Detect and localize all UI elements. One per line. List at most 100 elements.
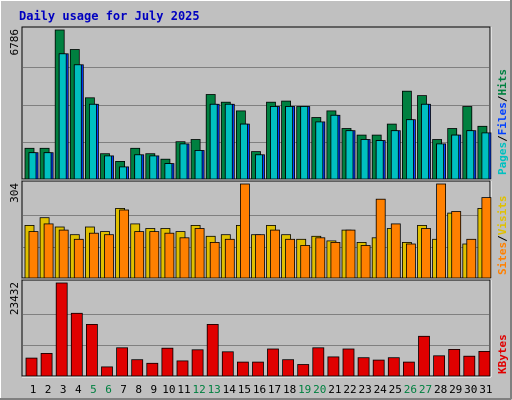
bar-kbytes-day-10 (161, 347, 174, 377)
bar-sites-day-8 (134, 231, 145, 279)
bar-kbytes-day-9 (146, 362, 159, 377)
bar-sites-day-30 (466, 238, 477, 279)
bar-sites-day-31 (481, 197, 492, 279)
bar-sites-day-10 (164, 232, 175, 279)
x-tick-label-day-15: 15 (238, 383, 251, 396)
x-tick-label-day-22: 22 (343, 383, 356, 396)
bar-sites-day-3 (58, 229, 69, 279)
x-tick-label-day-18: 18 (283, 383, 296, 396)
y-max-label: 304 (8, 183, 21, 203)
bar-pages-day-15 (239, 123, 248, 180)
bar-sites-day-25 (390, 223, 401, 279)
bar-kbytes-day-19 (297, 364, 310, 377)
x-tick-label-day-3: 3 (60, 383, 67, 396)
x-tick-label-day-21: 21 (328, 383, 341, 396)
bar-sites-day-14 (224, 238, 235, 279)
bar-kbytes-day-4 (70, 312, 83, 377)
bar-pages-day-10 (164, 163, 173, 180)
bar-pages-day-4 (73, 64, 82, 180)
bar-kbytes-day-27 (418, 335, 430, 377)
bar-kbytes-day-29 (448, 348, 461, 377)
bar-kbytes-day-31 (478, 350, 491, 377)
bar-pages-day-16 (255, 154, 263, 180)
bar-pages-day-29 (451, 134, 460, 180)
chart-panels: 6786 304 23432 (8, 26, 492, 378)
bar-sites-day-19 (300, 245, 311, 279)
x-tick-label-day-23: 23 (358, 383, 371, 396)
bar-sites-day-16 (255, 234, 265, 279)
bar-pages-day-21 (330, 114, 339, 180)
bar-pages-day-18 (285, 106, 294, 180)
bar-sites-day-28 (436, 183, 447, 279)
bar-kbytes-day-14 (221, 351, 234, 377)
bar-pages-day-8 (134, 154, 143, 180)
legend-part: KBytes (496, 334, 509, 374)
bar-kbytes-day-1 (25, 357, 38, 377)
legend-part: / (496, 95, 509, 102)
bar-sites-day-22 (345, 229, 356, 279)
bar-sites-day-7 (119, 209, 129, 279)
x-tick-label-day-11: 11 (177, 383, 190, 396)
legend-mid: Sites/Visits (496, 196, 509, 276)
legend-part: / (496, 135, 509, 142)
x-tick-label-day-1: 1 (30, 383, 37, 396)
bar-kbytes-day-7 (116, 347, 128, 377)
bar-pages-day-19 (300, 106, 309, 180)
panel-visits-sites: 304 (8, 180, 492, 280)
bar-pages-day-31 (481, 132, 490, 180)
legend-part: / (496, 235, 509, 242)
bar-pages-day-6 (104, 155, 112, 180)
bar-kbytes-day-2 (40, 352, 53, 377)
bar-sites-day-12 (194, 228, 205, 279)
x-tick-label-day-31: 31 (479, 383, 492, 396)
bar-sites-day-15 (239, 183, 250, 279)
bar-pages-day-17 (270, 106, 278, 180)
x-axis-labels: 1 2 3 4 5 6 7 8 9 10 11 12 13 14 15 16 17 18 19 20 21 22 23 24 2… (30, 383, 493, 396)
legend-part: Pages (496, 142, 509, 175)
bar-sites-day-29 (451, 211, 462, 279)
panel-frame (21, 279, 491, 377)
bar-pages-day-22 (345, 130, 354, 180)
bar-kbytes-day-3 (55, 282, 68, 377)
x-tick-label-day-17: 17 (268, 383, 281, 396)
legend-part: Visits (496, 196, 509, 236)
bar-kbytes-day-8 (131, 359, 144, 377)
x-tick-label-day-29: 29 (449, 383, 462, 396)
x-tick-label-day-24: 24 (374, 383, 388, 396)
bar-kbytes-day-15 (236, 361, 249, 377)
bar-sites-day-21 (330, 241, 341, 279)
x-tick-label-day-27: 27 (419, 383, 432, 396)
x-tick-label-day-25: 25 (389, 383, 402, 396)
bar-pages-day-11 (179, 143, 188, 180)
x-tick-label-day-6: 6 (105, 383, 112, 396)
bar-sites-day-4 (73, 238, 84, 279)
x-tick-label-day-14: 14 (223, 383, 237, 396)
bar-pages-day-24 (375, 140, 384, 180)
bar-kbytes-day-26 (402, 361, 415, 377)
bar-sites-day-24 (375, 198, 386, 279)
x-tick-label-day-13: 13 (208, 383, 221, 396)
bar-pages-day-2 (43, 152, 52, 180)
x-tick-label-day-5: 5 (90, 383, 97, 396)
bar-sites-day-18 (285, 238, 296, 279)
panel-hits-files-pages: 6786 (8, 26, 492, 181)
y-max-label: 6786 (8, 29, 21, 56)
x-tick-label-day-28: 28 (434, 383, 447, 396)
bar-sites-day-26 (405, 243, 416, 279)
legend-part: Files (496, 102, 509, 135)
legend-top: Pages/Files/Hits (496, 69, 509, 175)
legend-part: Sites (496, 242, 509, 275)
legend-part: Hits (496, 69, 509, 96)
bar-sites-day-17 (270, 229, 280, 279)
x-tick-label-day-7: 7 (120, 383, 127, 396)
x-tick-label-day-10: 10 (162, 383, 175, 396)
bar-kbytes-day-25 (387, 357, 400, 377)
bar-kbytes-day-23 (357, 357, 370, 377)
bar-pages-day-1 (28, 152, 37, 180)
bar-pages-day-14 (224, 103, 233, 180)
bar-kbytes-day-13 (206, 323, 219, 377)
bar-pages-day-7 (119, 166, 127, 180)
bar-pages-day-27 (421, 103, 429, 180)
bar-pages-day-5 (89, 103, 97, 180)
